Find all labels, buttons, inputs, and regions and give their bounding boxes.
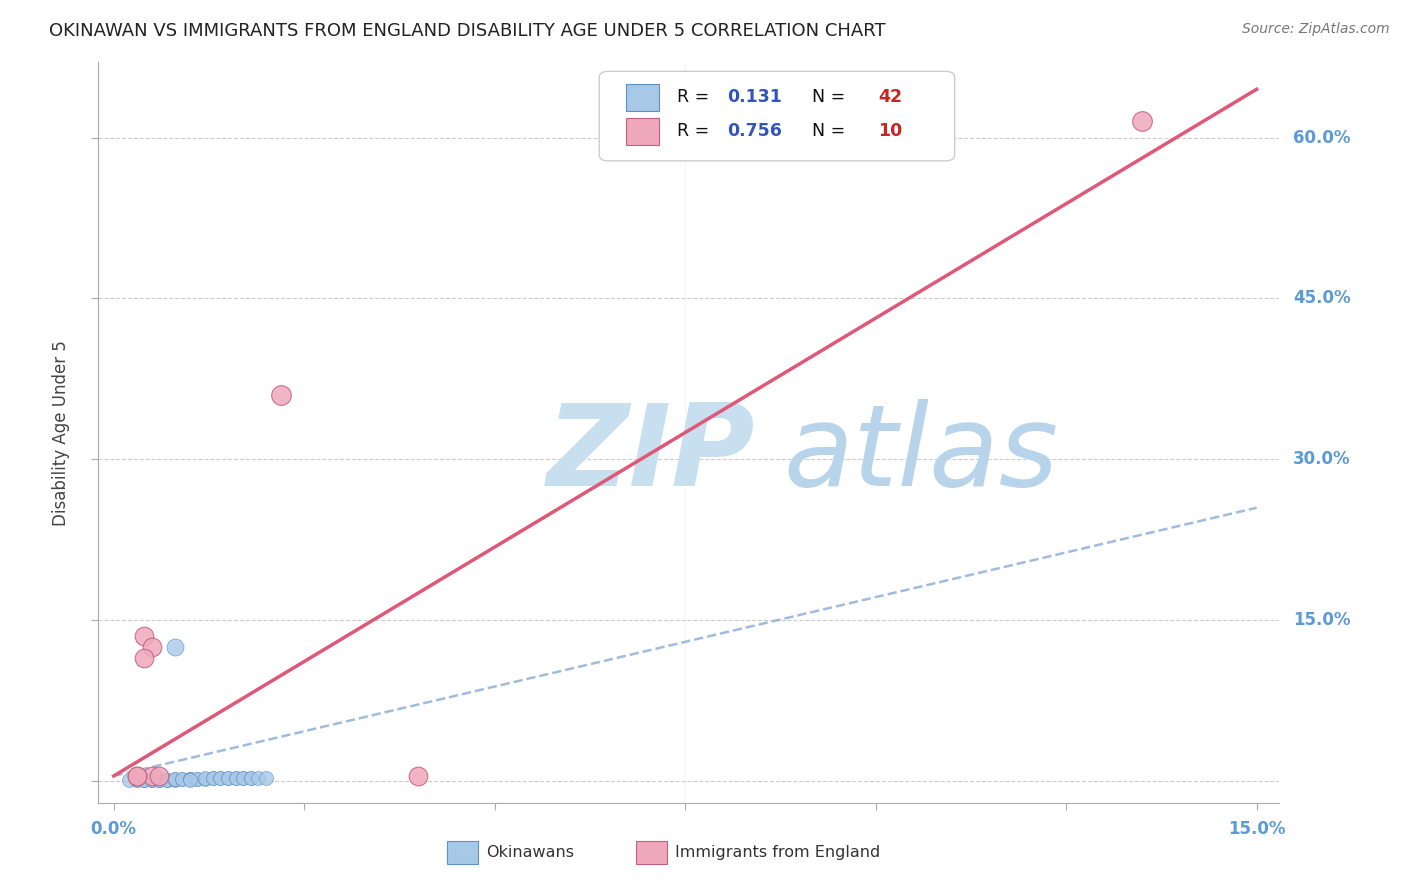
FancyBboxPatch shape: [636, 841, 666, 863]
Text: 45.0%: 45.0%: [1294, 290, 1351, 308]
Text: Okinawans: Okinawans: [486, 845, 574, 860]
Point: [232, 771, 254, 785]
Text: ZIP: ZIP: [547, 400, 755, 510]
Text: 60.0%: 60.0%: [1294, 128, 1351, 146]
Text: Source: ZipAtlas.com: Source: ZipAtlas.com: [1241, 22, 1389, 37]
Point: [179, 772, 201, 787]
Point: [118, 773, 141, 788]
Text: atlas: atlas: [783, 400, 1059, 510]
Text: 0.0%: 0.0%: [90, 821, 136, 838]
Point: [217, 771, 239, 785]
FancyBboxPatch shape: [626, 84, 659, 111]
Text: 15.0%: 15.0%: [1294, 611, 1351, 630]
Text: 0.756: 0.756: [727, 122, 782, 140]
Point: [179, 772, 201, 787]
Text: 10: 10: [877, 122, 903, 140]
Point: [239, 771, 262, 785]
Point: [141, 769, 163, 783]
Point: [270, 388, 292, 402]
Text: OKINAWAN VS IMMIGRANTS FROM ENGLAND DISABILITY AGE UNDER 5 CORRELATION CHART: OKINAWAN VS IMMIGRANTS FROM ENGLAND DISA…: [49, 22, 886, 40]
Point: [163, 640, 186, 655]
Point: [201, 771, 224, 785]
Point: [141, 640, 163, 655]
Point: [172, 772, 194, 787]
Y-axis label: Disability Age Under 5: Disability Age Under 5: [52, 340, 70, 525]
Point: [163, 772, 186, 787]
Point: [232, 771, 254, 785]
Point: [186, 772, 208, 787]
Point: [217, 771, 239, 785]
Point: [194, 771, 217, 785]
Point: [1130, 114, 1153, 128]
Point: [148, 773, 170, 788]
Point: [134, 630, 156, 644]
Point: [225, 771, 247, 785]
Point: [163, 772, 186, 787]
Point: [141, 773, 163, 788]
Point: [134, 773, 156, 788]
Point: [225, 771, 247, 785]
Point: [179, 772, 201, 787]
Point: [186, 772, 208, 787]
Point: [125, 773, 148, 788]
Point: [156, 773, 179, 788]
Text: 0.131: 0.131: [727, 88, 782, 106]
Point: [194, 772, 217, 787]
Point: [156, 773, 179, 788]
Point: [148, 769, 170, 783]
Point: [134, 773, 156, 788]
Text: 42: 42: [877, 88, 903, 106]
Point: [172, 772, 194, 787]
Point: [247, 771, 270, 785]
Point: [134, 773, 156, 788]
Point: [179, 773, 201, 788]
Point: [125, 769, 148, 783]
Point: [201, 771, 224, 785]
Point: [239, 771, 262, 785]
Text: R =: R =: [678, 122, 714, 140]
Point: [125, 773, 148, 788]
Point: [408, 769, 430, 783]
Point: [209, 771, 232, 785]
Point: [141, 773, 163, 788]
Point: [148, 773, 170, 788]
Point: [209, 771, 232, 785]
Text: N =: N =: [801, 122, 851, 140]
Point: [163, 773, 186, 788]
Point: [125, 769, 148, 783]
FancyBboxPatch shape: [626, 118, 659, 145]
Point: [141, 773, 163, 788]
Text: N =: N =: [801, 88, 851, 106]
Text: 30.0%: 30.0%: [1294, 450, 1351, 468]
Point: [134, 651, 156, 665]
Point: [156, 773, 179, 788]
Point: [254, 771, 277, 785]
FancyBboxPatch shape: [447, 841, 478, 863]
FancyBboxPatch shape: [599, 71, 955, 161]
Text: 15.0%: 15.0%: [1227, 821, 1285, 838]
Point: [148, 773, 170, 788]
Text: R =: R =: [678, 88, 714, 106]
Text: Immigrants from England: Immigrants from England: [675, 845, 880, 860]
